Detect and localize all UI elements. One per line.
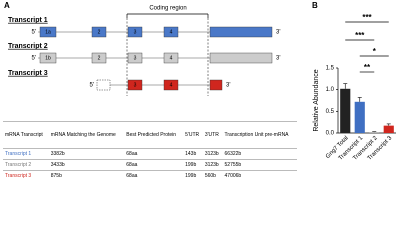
three-prime: 3' xyxy=(226,83,230,89)
table-cell: 66322b xyxy=(222,148,297,160)
y-tick-label: 0.0 xyxy=(326,131,335,137)
table-cell: 199b xyxy=(183,170,203,181)
table-row: Transcript 3 875b 68aa 199b 560b 47006b xyxy=(3,170,297,181)
transcript-label: Transcript 2 xyxy=(8,43,48,50)
exon xyxy=(163,52,179,64)
header-cell: Best Predicted Protein xyxy=(124,121,184,149)
significance-label: *** xyxy=(362,13,372,22)
exon xyxy=(39,52,57,64)
page: A Coding region Transcript 1 5' 1a 2 3 4… xyxy=(3,1,396,181)
exon xyxy=(127,52,143,64)
figure: A Coding region Transcript 1 5' 1a 2 3 4… xyxy=(4,1,396,162)
exon xyxy=(163,79,179,91)
exon-label: 4 xyxy=(170,82,173,88)
panel-label: B xyxy=(312,1,318,10)
table-cell: Transcript 3 xyxy=(3,170,49,181)
exon-label: 1a xyxy=(45,29,51,35)
exon-label: 3 xyxy=(134,55,137,61)
table-cell: 143b xyxy=(183,148,203,160)
y-tick-label: 0.5 xyxy=(326,109,335,115)
exon xyxy=(163,26,179,38)
header-cell: mRNA Transcript xyxy=(3,121,49,149)
table-cell: 47006b xyxy=(222,170,297,181)
table-row: Transcript 1 3382b 68aa 143b 3123b 66322b xyxy=(3,148,297,160)
exon-label: 2 xyxy=(98,55,101,61)
exon-label: 1b xyxy=(45,55,51,61)
y-tick-label: 1.0 xyxy=(326,87,335,93)
table-header: mRNA Transcript mRNA Matching the Genome… xyxy=(3,121,297,149)
exon xyxy=(209,79,223,91)
exon-label: 4 xyxy=(170,55,173,61)
exon xyxy=(39,26,57,38)
table-cell: 3123b xyxy=(202,148,223,160)
significance-label: ** xyxy=(364,63,371,72)
header-cell: Transcription Unit pre-mRNA xyxy=(222,121,297,149)
bar xyxy=(340,88,351,133)
exon-label: 3 xyxy=(134,82,137,88)
panel-label: A xyxy=(4,1,10,10)
five-prime: 5' xyxy=(32,56,36,62)
table-row: Transcript 2 3433b 68aa 199b 3123b 52755b xyxy=(3,159,297,171)
table-cell: 52755b xyxy=(222,159,297,171)
table-cell: 199b xyxy=(183,159,203,171)
table-cell: 875b xyxy=(48,170,125,181)
exon xyxy=(91,52,107,64)
table-cell: 68aa xyxy=(124,159,184,171)
table-cell: 3123b xyxy=(202,159,223,171)
y-axis-label: Relative Abundance xyxy=(313,69,320,131)
table-cell: 68aa xyxy=(124,170,184,181)
header-cell: 3'UTR xyxy=(202,121,223,149)
table-cell: Transcript 2 xyxy=(3,159,49,171)
table-cell: 3433b xyxy=(48,159,125,171)
transcript-table: mRNA Transcript mRNA Matching the Genome… xyxy=(3,121,297,181)
three-prime: 3' xyxy=(276,30,280,36)
exon xyxy=(209,26,273,38)
table-cell: 3382b xyxy=(48,148,125,160)
exon xyxy=(127,26,143,38)
exon xyxy=(127,79,143,91)
table-cell: 560b xyxy=(202,170,223,181)
bar xyxy=(354,101,365,133)
transcript-label: Transcript 3 xyxy=(8,70,48,77)
y-tick-label: 1.5 xyxy=(326,66,335,72)
table-cell: 68aa xyxy=(124,148,184,160)
five-prime: 5' xyxy=(90,83,94,89)
exon-label: 2 xyxy=(98,29,101,35)
significance-label: *** xyxy=(355,31,365,40)
five-prime: 5' xyxy=(32,30,36,36)
exon xyxy=(91,26,107,38)
exon-dashed xyxy=(96,79,111,91)
three-prime: 3' xyxy=(276,56,280,62)
bar xyxy=(383,125,394,133)
bar xyxy=(369,132,380,133)
table-cell: Transcript 1 xyxy=(3,148,49,160)
exon-label: 4 xyxy=(170,29,173,35)
transcript-label: Transcript 1 xyxy=(8,17,48,24)
significance-label: * xyxy=(373,47,377,56)
header-cell: 5'UTR xyxy=(183,121,203,149)
exon xyxy=(209,52,273,64)
header-cell: mRNA Matching the Genome xyxy=(48,121,125,149)
exon-label: 3 xyxy=(134,29,137,35)
coding-region: Coding region xyxy=(149,6,186,12)
